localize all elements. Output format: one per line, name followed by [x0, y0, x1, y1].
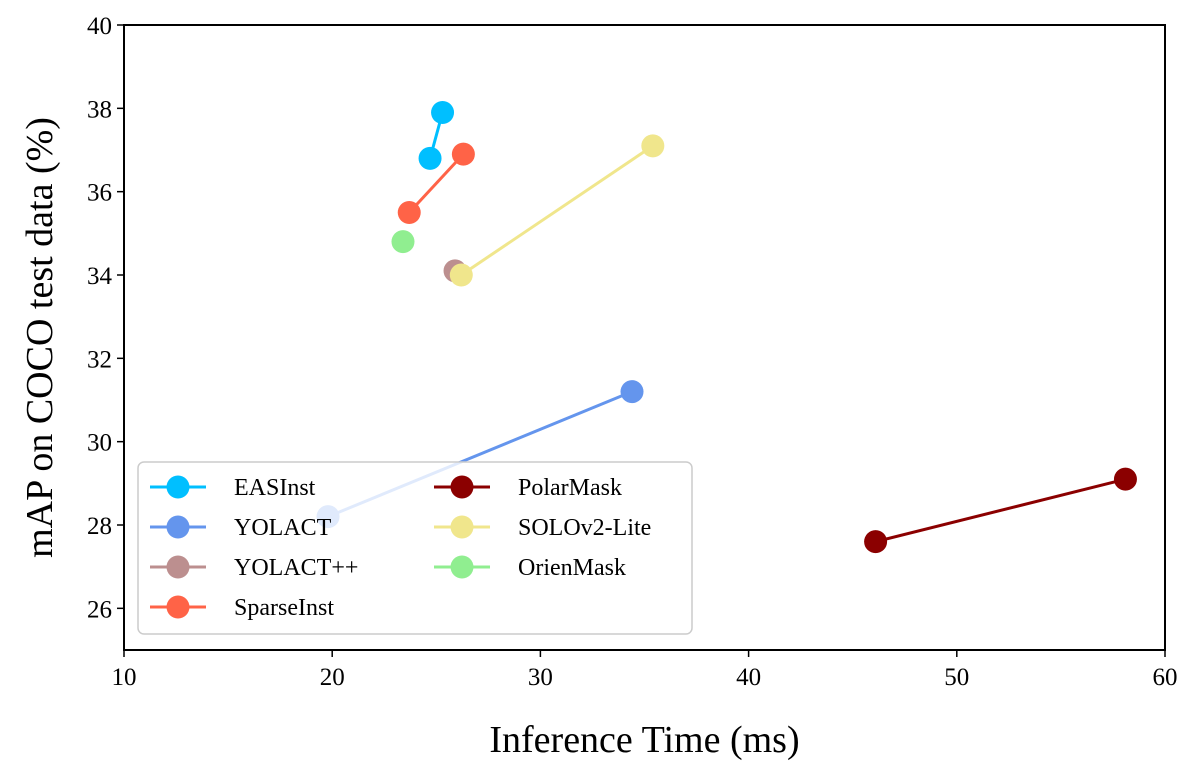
y-tick-label: 34: [87, 263, 113, 290]
series-orienmask: [391, 230, 415, 254]
legend-marker: [450, 515, 474, 539]
x-tick-label: 60: [1153, 664, 1178, 691]
legend-label: PolarMask: [518, 475, 622, 501]
legend-entry-yolact: YOLACT: [150, 515, 332, 541]
legend: EASInst YOLACT YOLACT++ SparseInst PolarMask…: [137, 461, 693, 635]
series-line-sparseinst: [408, 153, 465, 214]
legend-label: EASInst: [234, 475, 316, 501]
series-easinst: [418, 101, 455, 170]
y-axis-title: mAP on COCO test data (%): [19, 117, 61, 558]
series-line-polarmask: [875, 477, 1126, 544]
data-point-yolact: [620, 380, 644, 404]
legend-marker: [166, 475, 190, 499]
legend-marker: [166, 515, 190, 539]
x-tick-label: 10: [112, 664, 137, 691]
y-tick-label: 30: [87, 430, 112, 457]
legend-entry-orienmask: OrienMask: [434, 555, 626, 581]
legend-entry-sparseinst: SparseInst: [150, 595, 334, 621]
legend-marker: [166, 595, 190, 619]
data-point-easinst: [418, 146, 442, 170]
series-polarmask: [864, 467, 1137, 554]
legend-entry-yolactplusplus: YOLACT++: [150, 555, 358, 581]
legend-entry-solov2-lite: SOLOv2-Lite: [434, 515, 651, 541]
legend-entry-polarmask: PolarMask: [434, 475, 622, 501]
y-tick-label: 38: [87, 96, 112, 123]
y-tick-label: 40: [87, 13, 112, 40]
data-point-polarmask: [864, 530, 888, 554]
data-point-orienmask: [391, 230, 415, 254]
legend-label: YOLACT: [234, 515, 332, 541]
legend-label: SOLOv2-Lite: [518, 515, 651, 541]
legend-label: SparseInst: [234, 595, 334, 621]
y-tick-label: 26: [87, 596, 112, 623]
x-tick-label: 30: [528, 664, 553, 691]
legend-marker: [166, 555, 190, 579]
y-tick-label: 32: [87, 346, 112, 373]
x-tick-label: 20: [320, 664, 345, 691]
data-point-easinst: [431, 101, 455, 124]
y-tick-label: 28: [87, 513, 112, 540]
y-tick-label: 36: [87, 180, 112, 207]
x-tick-label: 40: [736, 664, 761, 691]
data-point-solov2-lite: [641, 134, 665, 158]
legend-label: YOLACT++: [234, 555, 358, 581]
legend-frame: [137, 461, 693, 635]
legend-label: OrienMask: [518, 555, 626, 581]
data-point-sparseinst: [451, 142, 475, 166]
series-sparseinst: [397, 142, 475, 224]
data-point-solov2-lite: [449, 263, 473, 287]
data-point-sparseinst: [397, 201, 421, 224]
plot-frame: [123, 24, 1166, 651]
x-axis-title: Inference Time (ms): [489, 719, 799, 761]
legend-marker: [450, 555, 474, 579]
legend-marker: [450, 475, 474, 499]
series-line-solov2-lite: [460, 144, 654, 277]
data-point-polarmask: [1113, 467, 1137, 491]
x-tick-label: 50: [944, 664, 969, 691]
legend-entry-easinst: EASInst: [150, 475, 316, 501]
ticks-layer: 10 20 30 40 50 60 26 28 30 32 34 36 38 40: [87, 13, 1178, 691]
series-solov2-lite: [449, 134, 665, 287]
